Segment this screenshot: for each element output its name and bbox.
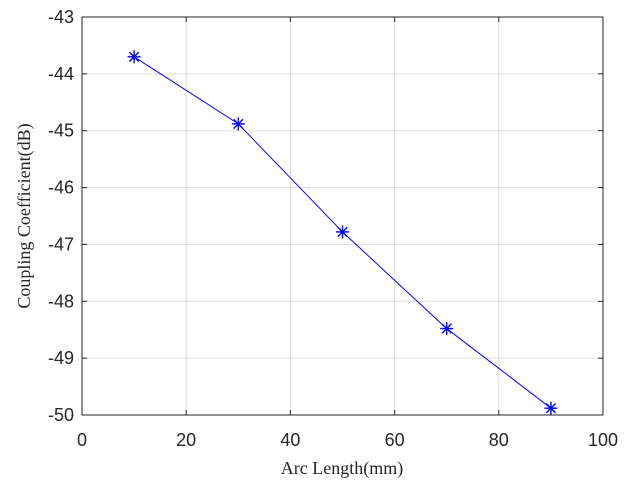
y-tick-label: -47 — [48, 234, 74, 254]
y-tick-label: -50 — [48, 405, 74, 425]
plot-border — [81, 16, 604, 416]
y-tick-label: -48 — [48, 291, 74, 311]
x-tick-label: 20 — [176, 430, 196, 450]
y-axis-title: Coupling Coefficient(dB) — [14, 123, 35, 308]
x-tick-label: 40 — [280, 430, 300, 450]
data-point — [127, 50, 141, 64]
x-tick-label: 0 — [77, 430, 87, 450]
series-layer — [127, 50, 558, 415]
x-tick-label: 60 — [385, 430, 405, 450]
axis-ticks: 0 20 40 60 80 100 -43 -44 -45 -46 -47 -48 -49 -50 — [48, 7, 618, 450]
y-tick-label: -45 — [48, 121, 74, 141]
data-point — [231, 117, 245, 131]
grid-lines — [82, 17, 603, 415]
plot-area — [82, 17, 603, 415]
y-tick-label: -49 — [48, 348, 74, 368]
y-tick-label: -44 — [48, 64, 74, 84]
data-point — [440, 322, 454, 336]
y-tick-label: -46 — [48, 178, 74, 198]
x-tick-label: 80 — [489, 430, 509, 450]
x-axis-title: Arc Length(mm) — [281, 458, 403, 479]
data-point — [544, 401, 558, 415]
y-tick-label: -43 — [48, 7, 74, 27]
data-point — [336, 225, 349, 239]
x-tick-label: 100 — [588, 430, 618, 450]
